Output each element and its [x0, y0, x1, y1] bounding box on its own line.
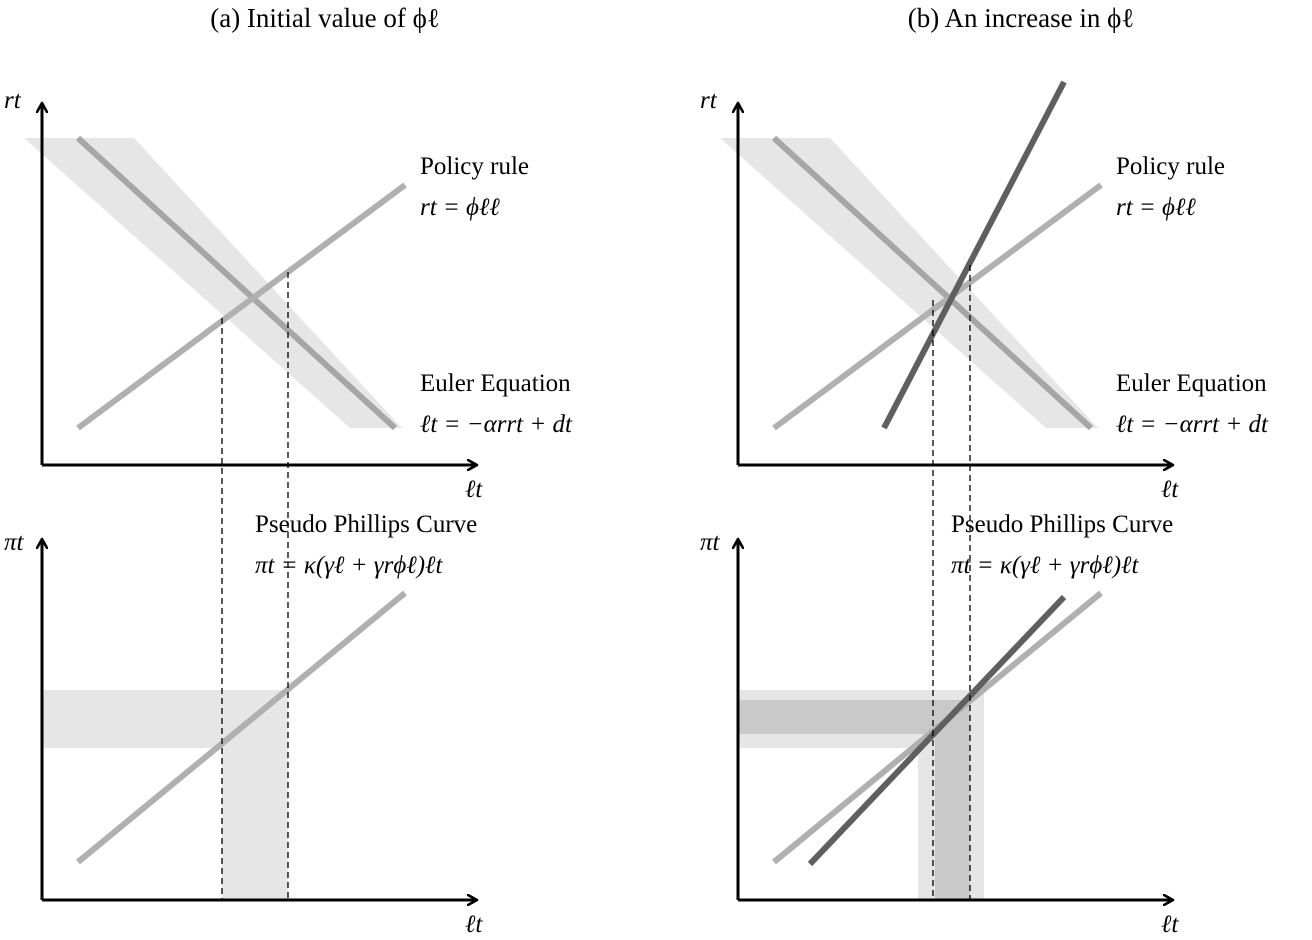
- policy-rule-label: Policy rule: [1116, 153, 1225, 180]
- euler-uncertainty-band: [24, 138, 402, 428]
- euler-equation-line: [771, 135, 1094, 431]
- policy-rule-equation: rt = ϕℓℓ: [420, 194, 500, 221]
- y-axis-label: rt: [4, 87, 22, 114]
- phillips-curve-label: Pseudo Phillips Curve: [951, 511, 1173, 538]
- phillips-curve-equation: πt = κ(γℓ + γrϕℓ)ℓt: [255, 552, 443, 579]
- panel-a-title: (a) Initial value of ϕℓ: [210, 3, 440, 33]
- panel-b: (b) An increase in ϕℓ rt ℓt Policy rule …: [700, 3, 1269, 938]
- inflation-band-narrow: [738, 700, 950, 734]
- panel-b-title: (b) An increase in ϕℓ: [908, 3, 1135, 33]
- policy-rule-label: Policy rule: [420, 153, 529, 180]
- policy-rule-line: [76, 182, 407, 431]
- x-axis-label: ℓt: [1161, 911, 1179, 938]
- euler-equation-formula: ℓt = −αrrt + dt: [1116, 411, 1269, 438]
- output-band: [222, 690, 288, 900]
- phillips-curve-line: [76, 590, 407, 865]
- phillips-curve-label: Pseudo Phillips Curve: [255, 511, 477, 538]
- panel-a-bottom-plot: πt ℓt Pseudo Phillips Curve πt = κ(γℓ + …: [4, 511, 483, 938]
- euler-equation-label: Euler Equation: [420, 370, 571, 397]
- euler-equation-formula: ℓt = −αrrt + dt: [420, 411, 573, 438]
- y-axis-label: rt: [700, 87, 718, 114]
- phillips-curve-equation: πt = κ(γℓ + γrϕℓ)ℓt: [951, 552, 1139, 579]
- panel-a-top-plot: rt ℓt Policy rule rt = ϕℓℓ Euler Equatio…: [4, 87, 573, 503]
- euler-equation-line: [75, 135, 398, 431]
- x-axis-label: ℓt: [465, 911, 483, 938]
- euler-uncertainty-band: [720, 138, 1098, 428]
- panel-a: (a) Initial value of ϕℓ rt ℓt Policy rul…: [4, 3, 573, 938]
- steeper-phillips-curve-line: [807, 594, 1067, 867]
- x-axis-label: ℓt: [465, 476, 483, 503]
- euler-equation-label: Euler Equation: [1116, 370, 1267, 397]
- y-axis-label: πt: [700, 529, 721, 556]
- x-axis-label: ℓt: [1161, 476, 1179, 503]
- policy-rule-equation: rt = ϕℓℓ: [1116, 194, 1196, 221]
- panel-b-bottom-plot: πt ℓt Pseudo Phillips Curve πt = κ(γℓ + …: [700, 511, 1179, 938]
- policy-rule-line: [772, 182, 1103, 431]
- steeper-policy-rule-line: [881, 80, 1067, 430]
- y-axis-label: πt: [4, 529, 25, 556]
- panel-b-top-plot: rt ℓt Policy rule rt = ϕℓℓ Euler Equatio…: [700, 80, 1269, 503]
- output-band-narrow: [935, 700, 970, 900]
